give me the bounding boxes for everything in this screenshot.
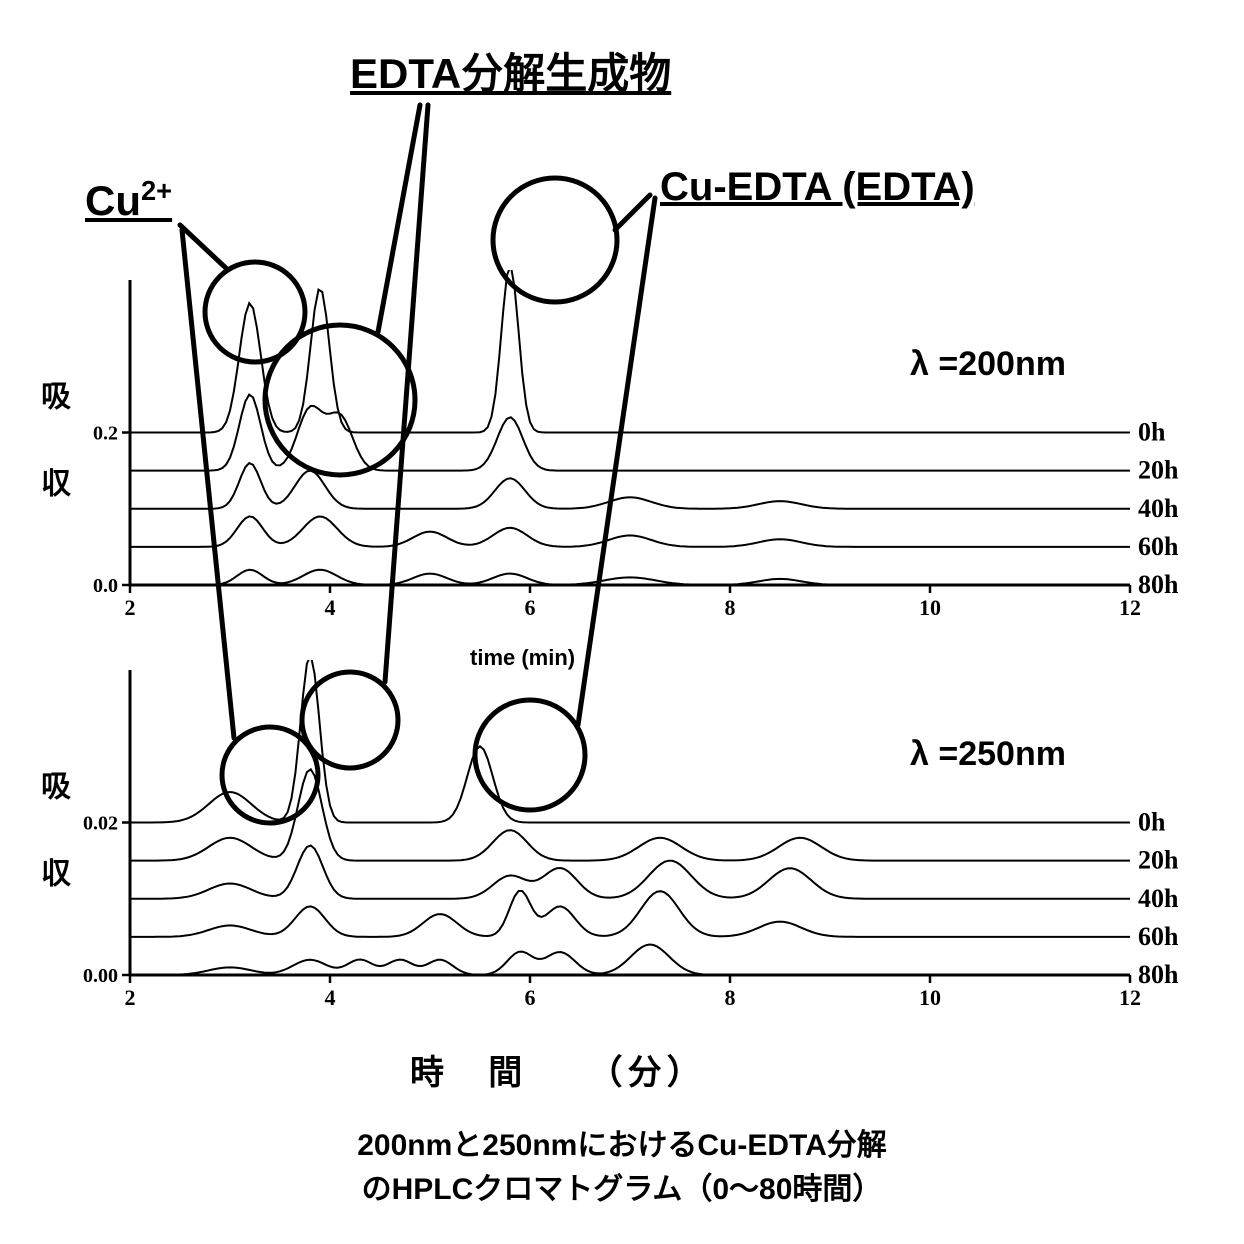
caption-line1: 200nmと250nmにおけるCu-EDTA分解	[0, 1120, 1244, 1164]
wavelength-250: λ =250nm	[910, 735, 1066, 774]
xlabel-time-min: time (min)	[470, 645, 575, 671]
ylabel-chart1: 吸 収	[30, 380, 74, 509]
wavelength-200: λ =200nm	[910, 345, 1066, 384]
xlabel-main: 時 間 （分）	[410, 1045, 706, 1094]
ylabel-chart2: 吸 収	[30, 770, 74, 899]
caption: 200nmと250nmにおけるCu-EDTA分解 のHPLCクロマトグラム（0～…	[0, 1120, 1244, 1208]
page: EDTA分解生成物 Cu2+ Cu-EDTA (EDTA) 246810120.…	[0, 0, 1244, 1244]
caption-line2: のHPLCクロマトグラム（0～80時間）	[0, 1164, 1244, 1208]
